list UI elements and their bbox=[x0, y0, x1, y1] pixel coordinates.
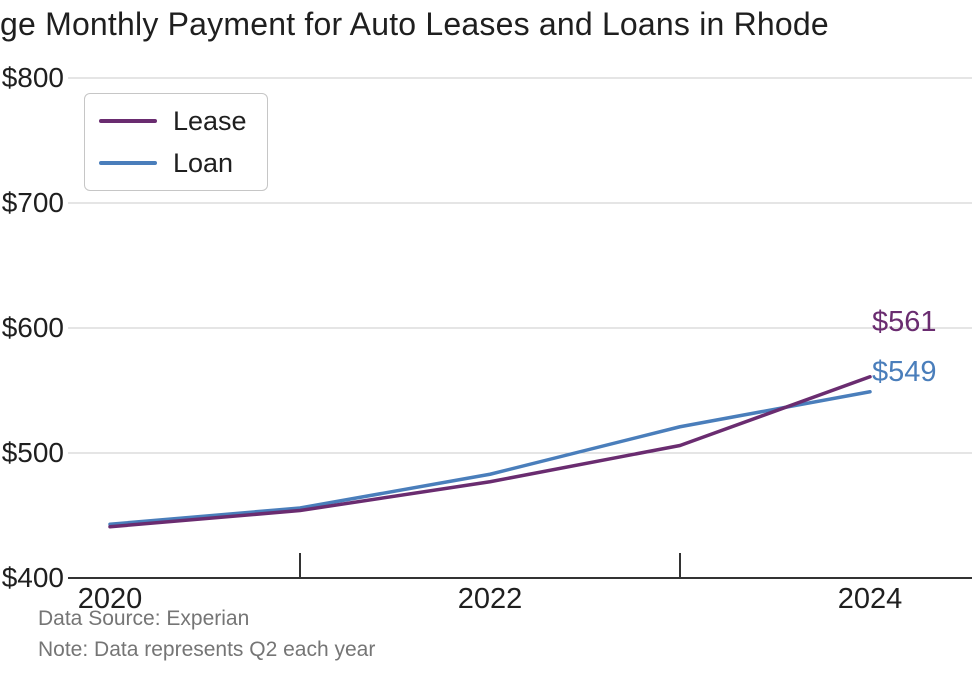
loan-line-swatch bbox=[99, 161, 157, 165]
y-tick-label: $500 bbox=[1, 437, 64, 468]
series-line-loan bbox=[108, 390, 872, 526]
legend-item-loan: Loan bbox=[99, 148, 247, 178]
legend: Lease Loan bbox=[84, 93, 268, 191]
y-tick-label: $700 bbox=[1, 187, 64, 218]
x-tick-label: 2024 bbox=[837, 583, 903, 615]
legend-label-lease: Lease bbox=[173, 106, 247, 136]
y-tick-label: $800 bbox=[1, 62, 64, 93]
x-tick-label: 2020 bbox=[77, 583, 143, 615]
series-line-lease bbox=[108, 375, 872, 529]
chart-title: ge Monthly Payment for Auto Leases and L… bbox=[0, 6, 829, 42]
data-source-note: Data Source: Experian bbox=[38, 607, 250, 630]
lease-line-swatch bbox=[99, 119, 157, 123]
legend-label-loan: Loan bbox=[173, 148, 234, 178]
loan-end-value-label: $549 bbox=[872, 356, 937, 388]
data-note: Note: Data represents Q2 each year bbox=[38, 638, 376, 661]
y-tick-label: $600 bbox=[1, 312, 64, 343]
x-tick-label: 2022 bbox=[457, 583, 523, 615]
y-tick-label: $400 bbox=[1, 562, 64, 593]
lease-end-value-label: $561 bbox=[872, 306, 937, 338]
legend-item-lease: Lease bbox=[99, 106, 247, 136]
